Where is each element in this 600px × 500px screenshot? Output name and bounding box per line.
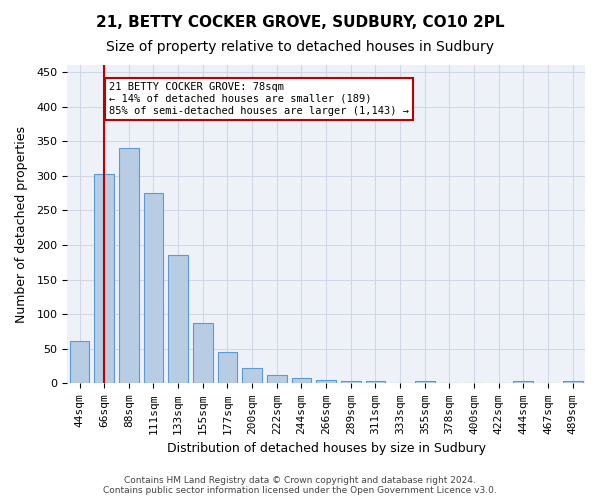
Bar: [341, 382, 361, 384]
Bar: [365, 380, 385, 384]
Bar: [514, 382, 533, 384]
X-axis label: Distribution of detached houses by size in Sudbury: Distribution of detached houses by size …: [167, 442, 485, 455]
Bar: [193, 322, 212, 384]
Bar: [292, 378, 311, 384]
Bar: [218, 352, 238, 384]
Bar: [563, 382, 583, 384]
Text: 21 BETTY COCKER GROVE: 78sqm
← 14% of detached houses are smaller (189)
85% of s: 21 BETTY COCKER GROVE: 78sqm ← 14% of de…: [109, 82, 409, 116]
Bar: [267, 375, 287, 384]
Bar: [119, 148, 139, 384]
Bar: [143, 193, 163, 384]
Bar: [415, 380, 434, 384]
Y-axis label: Number of detached properties: Number of detached properties: [15, 126, 28, 322]
Bar: [94, 174, 114, 384]
Bar: [70, 340, 89, 384]
Bar: [390, 383, 410, 384]
Bar: [316, 380, 336, 384]
Bar: [464, 383, 484, 384]
Text: Size of property relative to detached houses in Sudbury: Size of property relative to detached ho…: [106, 40, 494, 54]
Bar: [168, 256, 188, 384]
Bar: [242, 368, 262, 384]
Text: 21, BETTY COCKER GROVE, SUDBURY, CO10 2PL: 21, BETTY COCKER GROVE, SUDBURY, CO10 2P…: [96, 15, 504, 30]
Text: Contains HM Land Registry data © Crown copyright and database right 2024.
Contai: Contains HM Land Registry data © Crown c…: [103, 476, 497, 495]
